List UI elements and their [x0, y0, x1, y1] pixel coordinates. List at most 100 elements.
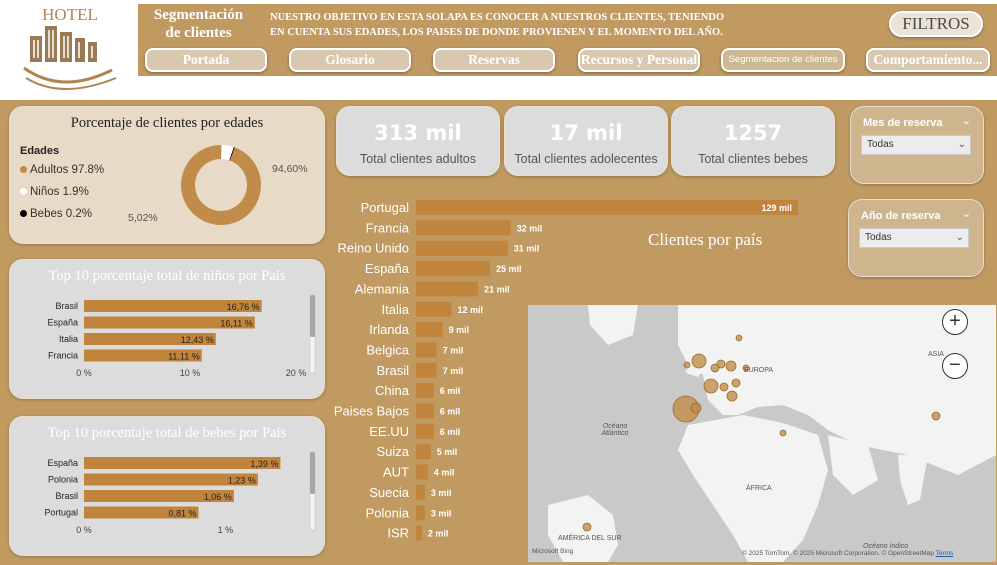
slicer-ano-reserva[interactable]: Año de reserva ⌄ Todas ⌄	[848, 199, 984, 277]
map-label-oceano: Océano Atlántico	[601, 423, 629, 437]
country-tick-label: Reino Unido	[337, 241, 409, 256]
map-bubble-polonia[interactable]	[742, 364, 750, 372]
country-tick-label: Suecia	[369, 485, 410, 500]
country-bar	[416, 322, 443, 338]
country-bar	[416, 505, 425, 521]
legend-swatch	[20, 210, 27, 218]
bar	[84, 473, 258, 486]
age-legend-title: Edades	[20, 145, 60, 157]
map-bubble-austria[interactable]	[731, 378, 741, 388]
bar	[84, 490, 234, 502]
zoom-in-button[interactable]: +	[942, 309, 968, 335]
map-bubble-belgica[interactable]	[710, 363, 720, 373]
nav-glosario[interactable]: Glosario	[289, 48, 411, 72]
nav-comportamiento[interactable]: Comportamiento...	[866, 48, 990, 72]
nav-portada[interactable]: Portada	[145, 48, 267, 72]
country-tick-label: Irlanda	[369, 322, 410, 337]
bar-tick-label: Francia	[48, 351, 78, 361]
legend-item-bebes: Bebes 0.2%	[20, 208, 92, 220]
country-bar	[416, 362, 437, 378]
chevron-down-icon[interactable]: ⌄	[961, 208, 971, 220]
country-data-label: 31 mil	[514, 244, 540, 254]
country-data-label: 7 mil	[443, 345, 464, 355]
country-data-label: 5 mil	[437, 447, 458, 457]
slicer-selected-value: Todas	[867, 139, 894, 150]
legend-swatch	[20, 166, 27, 174]
donut-slice-niños	[221, 145, 234, 161]
country-tick-label: Suiza	[376, 444, 409, 459]
map-attribution: © 2025 TomTom, © 2025 Microsoft Corporat…	[742, 550, 953, 557]
country-data-label: 129 mil	[761, 203, 792, 213]
country-data-label: 9 mil	[449, 325, 470, 335]
map-label-america-sur: AMÉRICA DEL SUR	[558, 535, 622, 542]
legend-label: Bebes 0.2%	[30, 208, 93, 220]
country-bar	[416, 525, 422, 541]
slicer-dropdown[interactable]: Todas ⌄	[859, 228, 969, 248]
map-bubble-paises-bajos[interactable]	[716, 359, 726, 369]
scrollbar-thumb	[310, 452, 315, 494]
bing-logo: Microsoft Bing	[532, 548, 574, 555]
country-bar	[416, 383, 434, 399]
x-tick-label: 0 %	[76, 525, 92, 535]
chevron-down-icon[interactable]: ⌄	[961, 115, 971, 127]
bar	[84, 333, 216, 345]
country-tick-label: España	[365, 261, 410, 276]
map-bubble-irlanda[interactable]	[683, 361, 691, 369]
kpi-value: 17 mil	[549, 121, 623, 145]
ninos-chart-title: Top 10 porcentaje total de niños por Pai…	[48, 268, 286, 284]
bar-tick-label: Brasil	[55, 491, 78, 501]
country-data-label: 32 mil	[517, 223, 543, 233]
country-tick-label: Polonia	[366, 505, 410, 520]
country-bar	[416, 403, 434, 419]
nav-reservas[interactable]: Reservas	[433, 48, 555, 72]
map-bubble-israel[interactable]	[779, 429, 787, 437]
slicer-dropdown[interactable]: Todas ⌄	[861, 135, 971, 155]
slicer-mes-reserva[interactable]: Mes de reserva ⌄ Todas ⌄	[850, 106, 984, 184]
bar-tick-label: Italia	[59, 334, 78, 344]
country-bar	[416, 484, 425, 500]
filters-button[interactable]: FILTROS	[889, 11, 983, 37]
map-bubbles	[582, 334, 941, 532]
slicer-title: Año de reserva	[861, 210, 941, 222]
bar-data-label: 0,81 %	[168, 509, 196, 519]
legend-swatch	[20, 188, 27, 196]
kpi-card-adultos: 313 mil Total clientes adultos	[336, 106, 500, 176]
map-bubble-espana[interactable]	[690, 402, 702, 414]
map-bubble-china[interactable]	[931, 411, 941, 421]
donut-slice-adultos	[181, 145, 261, 225]
kpi-value: 313 mil	[374, 121, 462, 145]
country-bar	[416, 444, 431, 460]
legend-label: Niños 1.9%	[30, 186, 89, 198]
chevron-down-icon: ⌄	[957, 139, 966, 150]
map-bubble-italia[interactable]	[726, 390, 738, 402]
map-bubble-francia[interactable]	[703, 378, 719, 394]
map-bubble-reino-unido[interactable]	[691, 353, 707, 369]
hotel-logo: HOTEL	[12, 0, 132, 92]
page-description: NUESTRO OBJETIVO EN ESTA SOLAPA ES CONOC…	[270, 12, 725, 38]
country-data-label: 12 mil	[458, 305, 484, 315]
map-bubble-suiza[interactable]	[719, 382, 729, 392]
map-terms-link[interactable]: Terms	[935, 550, 954, 557]
country-tick-label: Brasil	[376, 363, 409, 378]
country-data-label: 6 mil	[440, 386, 461, 396]
x-tick-label: 10 %	[180, 368, 201, 378]
customer-map[interactable]: EUROPA ASIA ÁFRICA Océano Atlántico AMÉR…	[528, 305, 996, 562]
country-bar	[416, 281, 479, 297]
map-label-africa: ÁFRICA	[746, 485, 772, 492]
map-bubble-suecia[interactable]	[735, 334, 743, 342]
nav-recursos-personal[interactable]: Recursos y Personal	[578, 48, 700, 72]
age-donut-card: Porcentaje de clientes por edades Edades…	[9, 106, 325, 244]
zoom-out-button[interactable]: −	[942, 353, 968, 379]
kpi-label: Total clientes adolecentes	[514, 152, 658, 166]
nav-segmentacion-clientes[interactable]: Segmentacion de clientes	[721, 48, 845, 72]
country-bar	[416, 464, 428, 480]
map-bubble-alemania[interactable]	[725, 360, 737, 372]
map-label-asia: ASIA	[928, 351, 944, 358]
country-bar-chart: Portugal 129 mil Francia 32 mil Reino Unido 3…	[334, 200, 798, 541]
country-bar	[416, 200, 798, 215]
country-tick-label: AUT	[383, 465, 409, 480]
map-bubble-brasil[interactable]	[582, 522, 592, 532]
country-tick-label: Alemania	[355, 281, 410, 296]
chevron-down-icon: ⌄	[955, 232, 964, 243]
bebes-chart-card: Top 10 porcentaje total de bebes por Pai…	[9, 416, 325, 556]
